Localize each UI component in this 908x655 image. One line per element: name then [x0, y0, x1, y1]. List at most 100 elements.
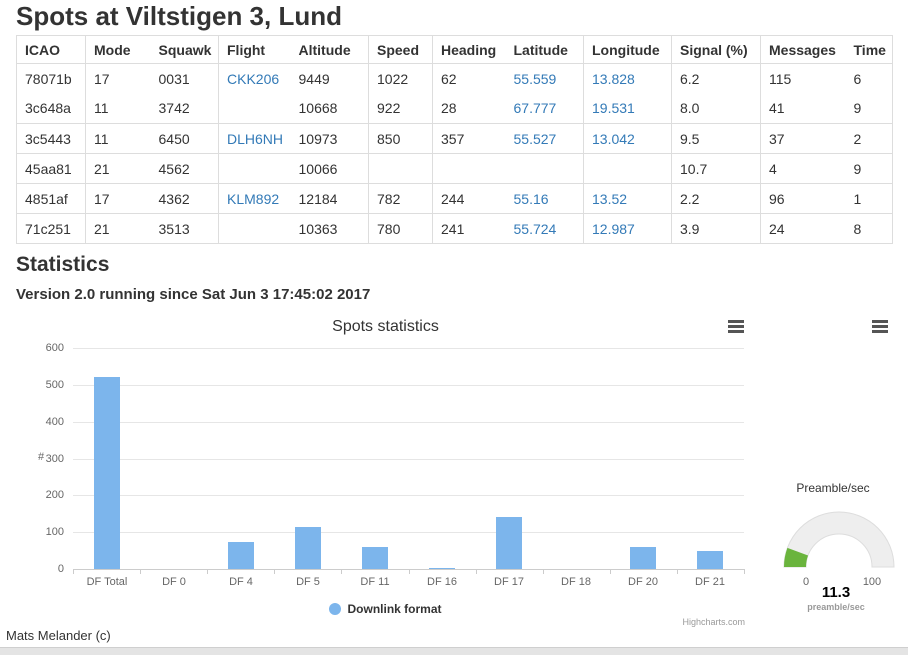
chart-bar[interactable] — [228, 542, 254, 569]
flight-link[interactable]: CKK206 — [227, 70, 280, 87]
x-axis-label: DF 20 — [628, 576, 658, 588]
axis-tick — [543, 569, 544, 574]
table-cell: 12.987 — [583, 213, 672, 244]
x-axis-label: DF 11 — [360, 576, 390, 588]
burger-bar — [872, 330, 888, 333]
table-cell: 11 — [85, 123, 151, 154]
gauge-value: 11.3 — [821, 584, 851, 601]
x-axis-label: DF 0 — [162, 576, 186, 588]
y-axis-label: 500 — [45, 379, 64, 391]
axis-tick — [274, 569, 275, 574]
table-row: 78071b 17 0031 CKK206 9449 1022 62 55.559 13.828… — [17, 63, 893, 94]
table-cell: 37 — [760, 123, 846, 154]
table-cell: 13.042 — [583, 123, 672, 154]
flight-link[interactable]: KLM892 — [227, 190, 280, 207]
chart-legend[interactable]: Downlink format — [16, 601, 755, 617]
table-cell: KLM892 — [218, 183, 291, 214]
table-cell: 55.724 — [506, 214, 584, 244]
table-row: 4851af 17 4362 KLM892 12184 782 244 55.16 13.52 2… — [16, 183, 893, 214]
table-cell: 9449 — [298, 70, 330, 87]
table-row: 45aa81 21 4562 10066 10.7 4 9 — [16, 153, 893, 184]
spots-table: ICAO Mode Squawk Flight Altitude Speed Heading… — [16, 35, 893, 244]
table-cell: 1 — [853, 190, 862, 207]
chart-bar[interactable] — [496, 517, 522, 569]
chart-bar[interactable] — [697, 551, 723, 569]
longitude-link[interactable]: 12.987 — [592, 220, 635, 237]
column-header: Messages — [760, 35, 846, 64]
axis-tick — [744, 569, 745, 574]
burger-bar — [872, 320, 888, 323]
longitude-link[interactable]: 13.042 — [592, 130, 635, 147]
table-cell: 8.0 — [671, 93, 761, 124]
latitude-link[interactable]: 67.777 — [513, 100, 557, 117]
page-title: Spots at Viltstigen 3, Lund — [16, 1, 342, 31]
table-cell: 3513 — [158, 220, 190, 237]
table-cell: 96 — [760, 183, 846, 214]
gauge-chart-menu-icon[interactable] — [872, 320, 888, 333]
table-cell — [583, 153, 672, 184]
bar-chart-menu-icon[interactable] — [728, 320, 744, 333]
chart-bar[interactable] — [295, 527, 321, 569]
y-axis-label: 300 — [45, 453, 64, 465]
table-cell: 244 — [432, 183, 506, 214]
x-axis-label: DF 4 — [229, 576, 253, 588]
table-cell: 71c251 — [25, 220, 71, 237]
table-cell: 115 — [760, 63, 846, 94]
chart-bar[interactable] — [362, 547, 388, 569]
longitude-link[interactable]: 13.828 — [592, 70, 635, 87]
gridline — [73, 532, 744, 533]
table-cell: 1022 — [368, 63, 433, 94]
table-cell — [506, 154, 584, 184]
table-cell: 17 — [85, 63, 151, 94]
burger-bar — [728, 320, 744, 323]
flight-link[interactable]: DLH6NH — [227, 130, 284, 147]
table-cell: 10363 — [298, 220, 338, 237]
table-cell: 9 — [853, 160, 862, 177]
chart-bar[interactable] — [94, 377, 120, 569]
table-cell: 6.2 — [671, 63, 761, 94]
table-cell: 78071b — [25, 70, 72, 87]
y-axis-label: 200 — [45, 489, 64, 501]
longitude-link[interactable]: 19.531 — [592, 100, 635, 117]
table-cell: 241 — [432, 213, 506, 244]
gauge-arc — [783, 511, 895, 568]
latitude-link[interactable]: 55.527 — [513, 130, 557, 147]
table-cell: 12184 — [298, 190, 338, 207]
longitude-link[interactable]: 13.52 — [592, 190, 628, 207]
latitude-link[interactable]: 55.724 — [513, 220, 557, 237]
table-cell: 21 — [85, 153, 151, 184]
column-header: Signal (%) — [671, 35, 761, 64]
column-header: Speed — [368, 35, 433, 64]
spots-statistics-chart: Spots statistics # 0 100 200 300 400 500 600 DF… — [16, 310, 755, 628]
table-cell: 24 — [760, 213, 846, 244]
table-cell: 55.559 — [506, 64, 584, 94]
chart-bar[interactable] — [630, 547, 656, 569]
table-cell: 11 — [85, 93, 151, 124]
latitude-link[interactable]: 55.16 — [513, 190, 549, 207]
table-cell: 3.9 — [671, 213, 761, 244]
x-axis-label: DF 17 — [494, 576, 524, 588]
table-cell: 4851af — [25, 190, 68, 207]
table-cell: 357 — [432, 123, 506, 154]
table-cell: 3c648a — [25, 100, 71, 117]
table-cell: 19.531 — [583, 93, 672, 124]
burger-bar — [728, 330, 744, 333]
axis-tick — [677, 569, 678, 574]
version-line: Version 2.0 running since Sat Jun 3 17:4… — [16, 286, 371, 303]
latitude-link[interactable]: 55.559 — [513, 70, 557, 87]
axis-tick — [610, 569, 611, 574]
chart-bar[interactable] — [429, 568, 455, 569]
y-axis-label: 0 — [57, 563, 64, 575]
table-cell: 21 — [85, 213, 151, 244]
table-row: 3c5443 11 6450 DLH6NH 10973 850 357 55.527 13.04… — [16, 123, 893, 154]
y-axis-title: # — [37, 451, 45, 463]
table-cell: 28 — [432, 93, 506, 124]
burger-bar — [872, 325, 888, 328]
gauge-title: Preamble/sec — [796, 481, 870, 495]
x-axis-label: DF Total — [86, 576, 128, 588]
table-cell: DLH6NH — [218, 123, 291, 154]
table-cell: 8 — [853, 220, 862, 237]
y-axis-label: 100 — [45, 526, 64, 538]
table-cell: 9.5 — [671, 123, 761, 154]
highcharts-credits-link[interactable]: Highcharts.com — [682, 617, 745, 627]
